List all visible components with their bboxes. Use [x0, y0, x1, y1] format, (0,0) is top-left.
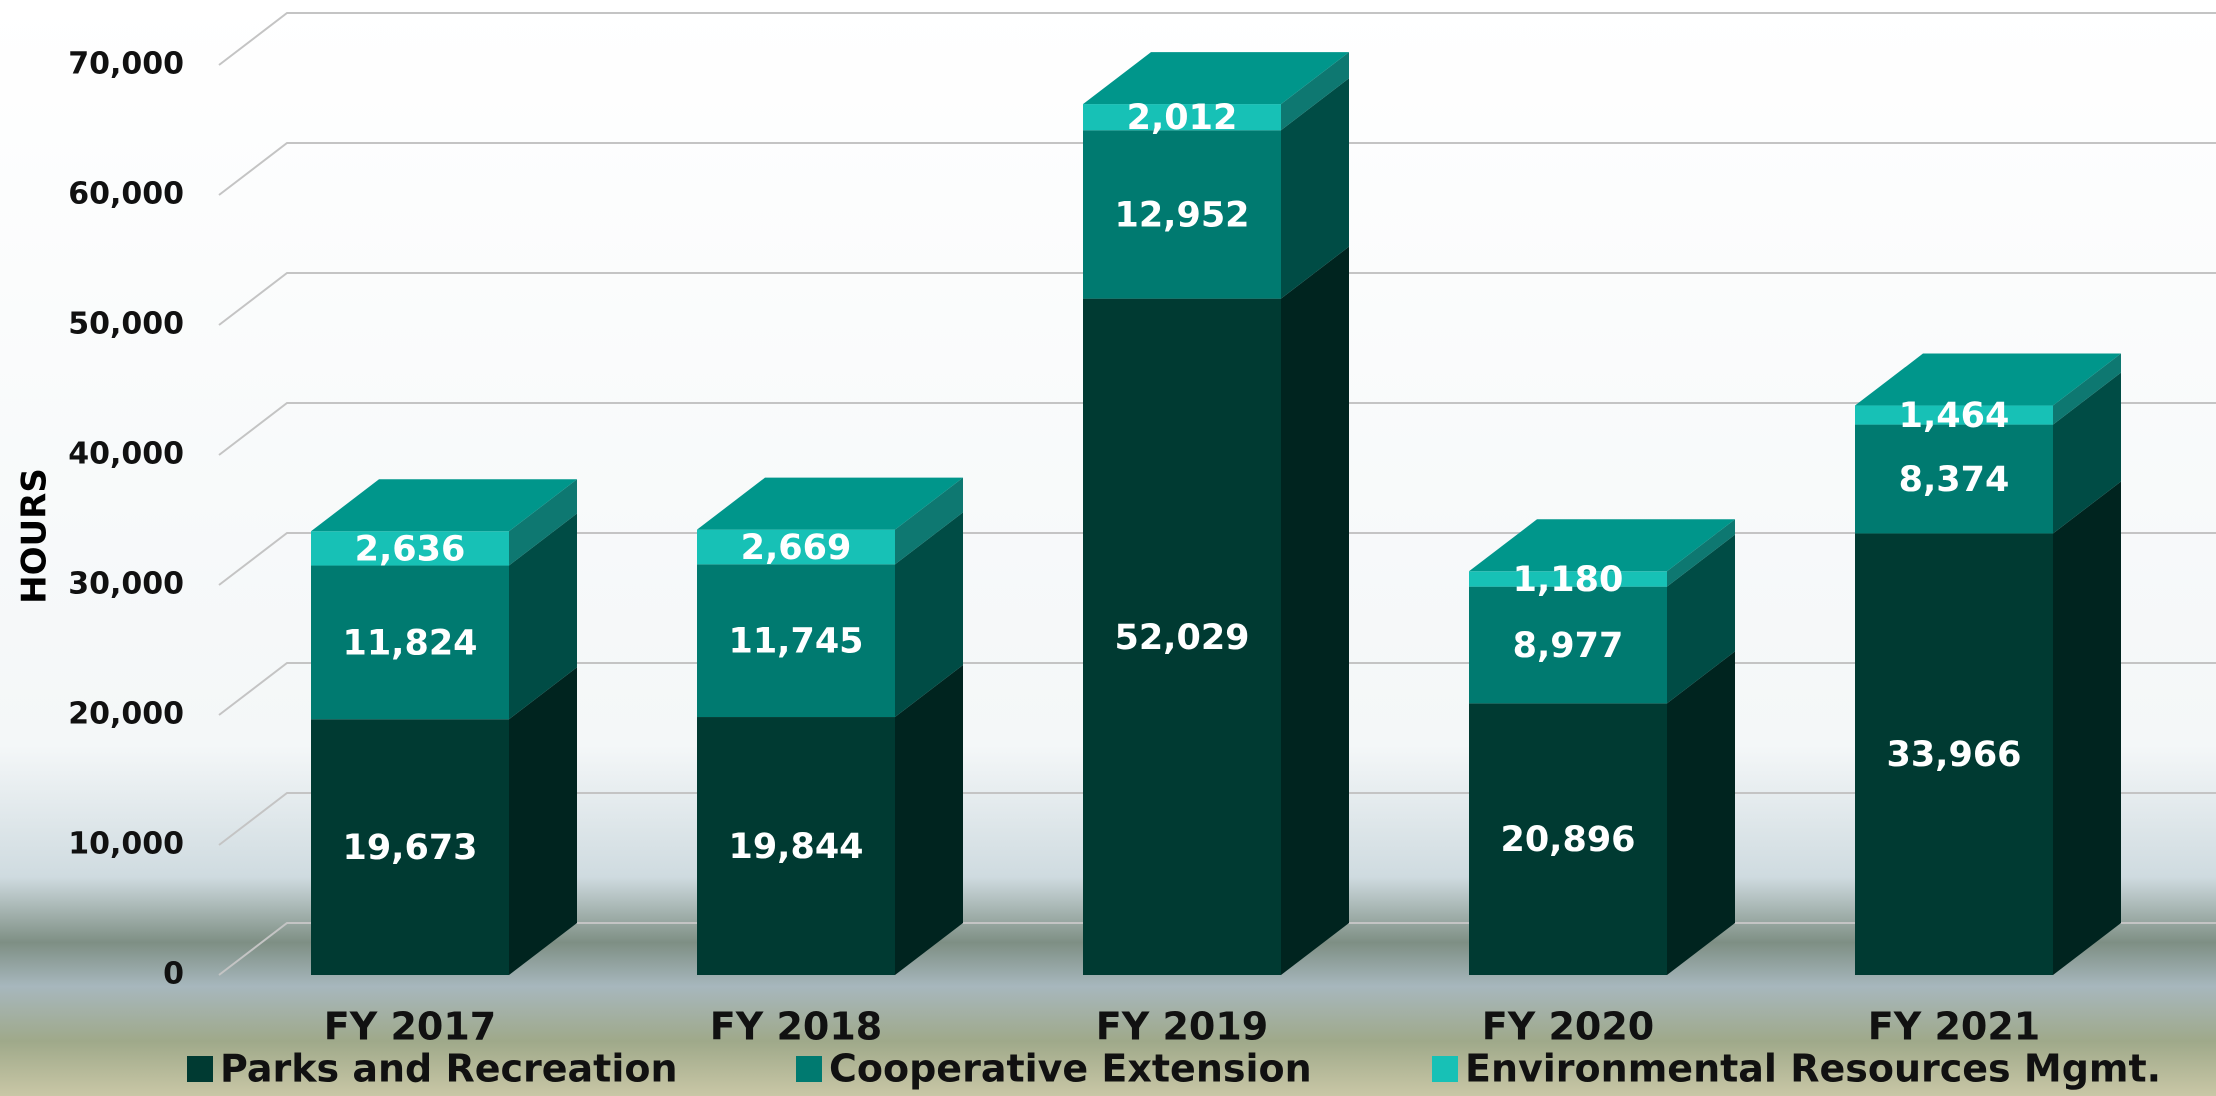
bar-side: [2053, 481, 2121, 975]
data-label: 1,464: [1899, 396, 2010, 436]
data-label: 19,844: [728, 827, 863, 867]
x-tick-label: FY 2021: [1868, 1005, 2040, 1049]
bar: [311, 565, 509, 720]
data-label: 2,012: [1127, 98, 1238, 138]
y-tick-label: 20,000: [68, 697, 184, 732]
y-tick-label: 60,000: [68, 177, 184, 212]
data-label: 8,374: [1899, 460, 2010, 500]
bar-side: [1281, 52, 1349, 131]
data-label: 52,029: [1114, 618, 1249, 658]
data-label: 19,673: [342, 828, 477, 868]
bar-side: [895, 477, 963, 565]
bar: [1083, 298, 1281, 975]
legend-swatch: [187, 1056, 213, 1082]
data-label: 1,180: [1513, 560, 1624, 600]
bar-top: [1469, 519, 1735, 572]
bar: [1469, 586, 1667, 704]
y-axis-label: HOURS: [15, 468, 55, 604]
data-label: 2,636: [355, 529, 466, 569]
bar-side: [1281, 78, 1349, 299]
bar: [1469, 703, 1667, 975]
x-tick-label: FY 2018: [710, 1005, 882, 1049]
data-label: 8,977: [1513, 626, 1624, 666]
bar-side: [509, 479, 577, 566]
bar: [311, 531, 509, 566]
data-label: 2,669: [741, 528, 852, 568]
bar-side: [1667, 651, 1735, 975]
bar-side: [509, 513, 577, 720]
legend-swatch: [1432, 1056, 1458, 1082]
data-label: 12,952: [1114, 195, 1249, 235]
bar: [1083, 130, 1281, 299]
y-tick-label: 30,000: [68, 567, 184, 602]
grid-line: [218, 142, 2216, 196]
grid-line: [218, 402, 2216, 456]
bar-top: [1083, 52, 1349, 105]
bar-side: [509, 667, 577, 975]
bar: [697, 564, 895, 718]
data-label: 20,896: [1500, 820, 1635, 860]
bar-side: [895, 512, 963, 718]
bar: [1855, 533, 2053, 975]
data-label: 11,745: [728, 622, 863, 662]
bar-side: [2053, 372, 2121, 534]
bar: [1855, 424, 2053, 534]
bar-side: [1667, 534, 1735, 704]
y-tick-label: 0: [163, 957, 184, 992]
legend-swatch: [796, 1056, 822, 1082]
bar: [1855, 405, 2053, 425]
y-tick-label: 40,000: [68, 437, 184, 472]
bar: [697, 529, 895, 565]
bar: [311, 719, 509, 975]
bar-side: [2053, 353, 2121, 425]
legend: Parks and Recreation Cooperative Extensi…: [187, 1047, 2161, 1091]
y-tick-label: 50,000: [68, 307, 184, 342]
x-tick-label: FY 2020: [1482, 1005, 1654, 1049]
legend-label: Cooperative Extension: [829, 1047, 1312, 1091]
x-tick-label: FY 2017: [324, 1005, 496, 1049]
bar-top: [1855, 353, 2121, 406]
bar-side: [1667, 519, 1735, 587]
y-tick-label: 10,000: [68, 827, 184, 862]
data-label: 33,966: [1886, 735, 2021, 775]
y-tick-label: 70,000: [68, 47, 184, 82]
bar: [1469, 571, 1667, 587]
x-tick-label: FY 2019: [1096, 1005, 1268, 1049]
bar: [1083, 104, 1281, 131]
bar: [697, 717, 895, 975]
bar-top: [697, 477, 963, 530]
bar-side: [895, 665, 963, 975]
legend-label: Environmental Resources Mgmt.: [1465, 1047, 2161, 1091]
bar-side: [1281, 246, 1349, 976]
legend-label: Parks and Recreation: [220, 1047, 678, 1091]
bar-top: [311, 479, 577, 532]
grid-line: [218, 12, 2216, 66]
data-label: 11,824: [342, 623, 477, 663]
grid-line: [218, 272, 2216, 326]
